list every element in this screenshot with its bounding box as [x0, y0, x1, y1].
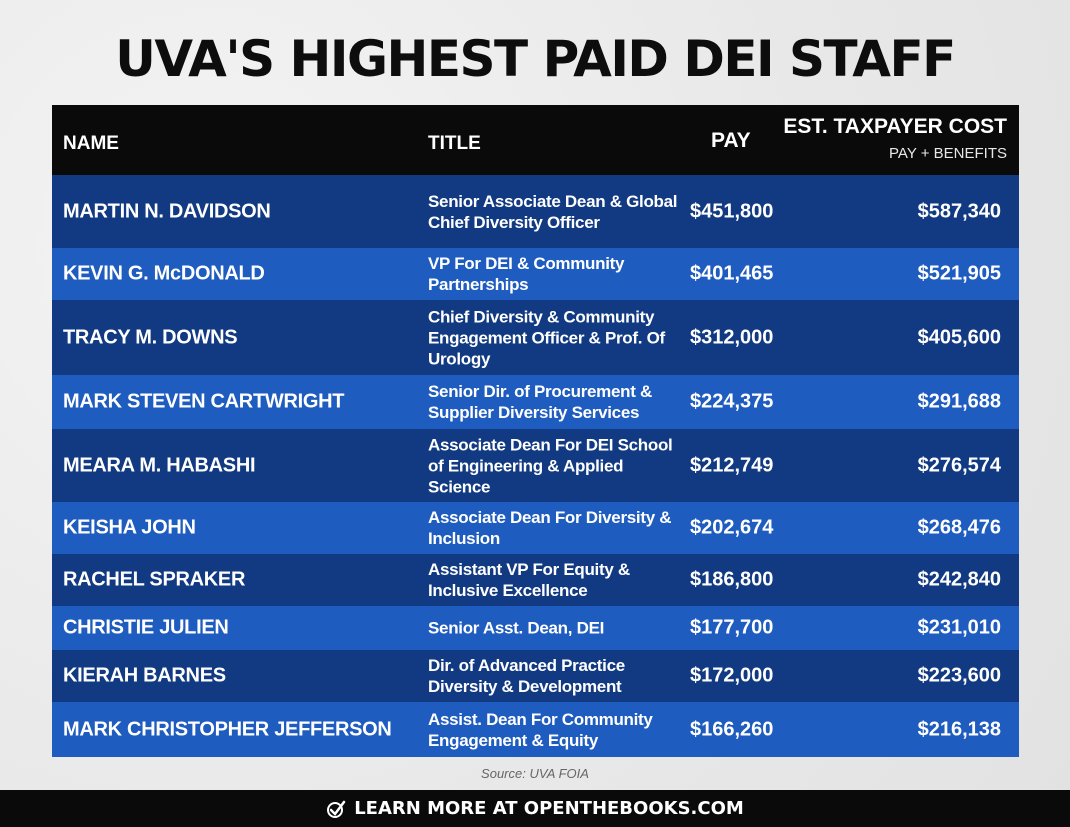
row-cost: $587,340 — [917, 200, 1001, 222]
row-name: RACHEL SPRAKER — [63, 568, 246, 591]
row-name: MARK STEVEN CARTWRIGHT — [63, 390, 345, 413]
row-cost: $291,688 — [917, 390, 1001, 413]
footer-banner[interactable]: LEARN MORE AT OPENTHEBOOKS.COM — [0, 790, 1070, 827]
table-row: CHRISTIE JULIEN Senior Asst. Dean, DEI $… — [52, 606, 1019, 650]
row-name: MARTIN N. DAVIDSON — [63, 200, 271, 222]
row-title: Senior Asst. Dean, DEI — [428, 618, 605, 638]
table-row: KEISHA JOHN Associate Dean For Diversity… — [52, 502, 1019, 554]
column-header-name: NAME — [63, 133, 119, 154]
table-row: MARTIN N. DAVIDSON Senior Associate Dean… — [52, 175, 1019, 248]
row-pay: $224,375 — [690, 390, 774, 413]
salary-table: NAME TITLE PAY EST. TAXPAYER COST PAY + … — [52, 105, 1019, 757]
row-pay: $177,700 — [690, 616, 774, 639]
checkmark-icon — [327, 800, 346, 818]
row-cost: $276,574 — [917, 454, 1001, 476]
row-cost: $223,600 — [917, 664, 1001, 687]
column-header-cost: EST. TAXPAYER COST — [783, 115, 1007, 138]
row-pay: $312,000 — [690, 326, 774, 348]
row-title: Senior Dir. of Procurement & Supplier Di… — [428, 382, 652, 422]
column-header-title: TITLE — [428, 133, 481, 154]
row-title: VP For DEI & Community Partnerships — [428, 254, 625, 294]
row-name: KEVIN G. McDONALD — [63, 262, 265, 285]
column-header-pay: PAY — [711, 129, 751, 152]
table-row: MARK CHRISTOPHER JEFFERSON Assist. Dean … — [52, 702, 1019, 757]
row-title: Senior Associate Dean & Global Chief Div… — [428, 191, 678, 232]
page-title: UVA'S HIGHEST PAID DEI STAFF — [115, 30, 956, 88]
row-title: Assist. Dean For Community Engagement & … — [428, 709, 653, 750]
row-pay: $451,800 — [690, 200, 774, 222]
row-title: Associate Dean For DEI School of Enginee… — [428, 435, 673, 496]
row-cost: $242,840 — [917, 568, 1001, 591]
row-name: MARK CHRISTOPHER JEFFERSON — [63, 718, 392, 740]
table-row: KIERAH BARNES Dir. of Advanced Practice … — [52, 650, 1019, 702]
column-header-cost-subtitle: PAY + BENEFITS — [889, 145, 1007, 162]
table-row: MEARA M. HABASHI Associate Dean For DEI … — [52, 429, 1019, 502]
row-cost: $268,476 — [917, 516, 1001, 539]
row-title: Dir. of Advanced Practice Diversity & De… — [428, 656, 625, 696]
table-row: MARK STEVEN CARTWRIGHT Senior Dir. of Pr… — [52, 375, 1019, 429]
row-pay: $202,674 — [690, 516, 774, 539]
row-title: Assistant VP For Equity & Inclusive Exce… — [428, 560, 630, 600]
row-name: KEISHA JOHN — [63, 516, 196, 539]
row-title: Chief Diversity & Community Engagement O… — [428, 307, 665, 368]
row-pay: $212,749 — [690, 454, 774, 476]
table-row: RACHEL SPRAKER Assistant VP For Equity &… — [52, 554, 1019, 606]
source-note: Source: UVA FOIA — [481, 766, 589, 781]
table-row: TRACY M. DOWNS Chief Diversity & Communi… — [52, 300, 1019, 375]
footer-link-text[interactable]: LEARN MORE AT OPENTHEBOOKS.COM — [354, 798, 744, 819]
row-pay: $401,465 — [690, 262, 774, 285]
row-name: KIERAH BARNES — [63, 664, 226, 687]
row-cost: $521,905 — [917, 262, 1001, 285]
row-pay: $172,000 — [690, 664, 774, 687]
row-name: MEARA M. HABASHI — [63, 454, 256, 476]
row-name: CHRISTIE JULIEN — [63, 616, 229, 639]
row-pay: $166,260 — [690, 718, 774, 740]
row-name: TRACY M. DOWNS — [63, 326, 238, 348]
row-pay: $186,800 — [690, 568, 774, 591]
row-cost: $216,138 — [917, 718, 1001, 740]
row-cost: $231,010 — [917, 616, 1001, 639]
row-title: Associate Dean For Diversity & Inclusion — [428, 508, 672, 548]
table-header: NAME TITLE PAY EST. TAXPAYER COST PAY + … — [52, 105, 1019, 175]
row-cost: $405,600 — [917, 326, 1001, 348]
table-row: KEVIN G. McDONALD VP For DEI & Community… — [52, 248, 1019, 300]
